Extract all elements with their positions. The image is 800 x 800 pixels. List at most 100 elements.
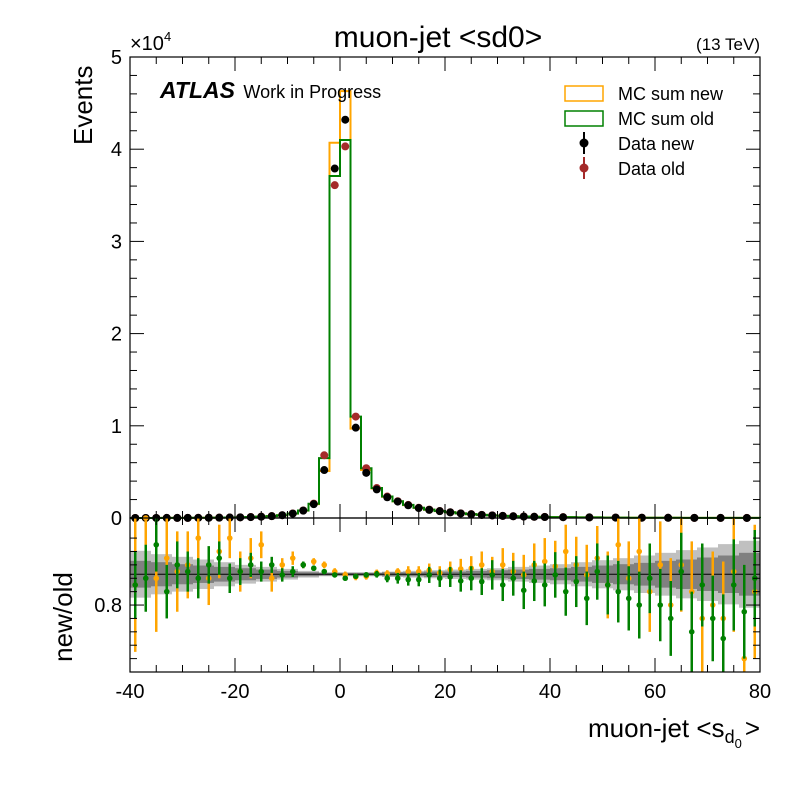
y-axis-label-top: Events	[68, 66, 98, 146]
data-new-point-17	[309, 500, 318, 509]
x-axis-label-sub: d	[725, 727, 735, 747]
ratio-data-point-21	[352, 573, 359, 580]
ratio-mc-point-18	[321, 562, 328, 568]
ratio-data-point-32	[468, 575, 475, 582]
ratio-data-point-19	[331, 572, 338, 578]
ratio-data-point-30	[447, 574, 454, 580]
atlas-label-sub: Work in Progress	[243, 82, 381, 102]
legend-label-0: MC sum new	[618, 84, 724, 104]
x-tick-label-60: 60	[644, 681, 666, 703]
ratio-mc-point-14	[279, 562, 286, 568]
ratio-data-point-7	[205, 562, 212, 568]
ratio-panel: -40 -20 0 20 40 60 80 0.8	[94, 515, 771, 703]
ratio-data-point-43	[583, 595, 590, 602]
ratio-data-point-52	[678, 568, 685, 575]
legend-swatch-1	[564, 110, 604, 127]
data-new-point-36	[509, 512, 518, 521]
ratio-mc-point-9	[226, 535, 233, 541]
ratio-data-point-53	[688, 629, 695, 635]
ratio-mc-point-12	[258, 541, 265, 548]
ratio-data-point-44	[594, 568, 601, 575]
ratio-data-point-33	[478, 578, 485, 585]
ratio-mc-point-31	[457, 566, 464, 572]
ratio-data-point-38	[531, 578, 538, 584]
y-tick-label-4: 4	[111, 139, 122, 161]
x-axis-label-end: >	[745, 713, 760, 743]
ratio-mc-point-39	[541, 558, 548, 565]
ratio-data-point-15	[289, 568, 296, 575]
ratio-data-point-51	[667, 615, 674, 622]
y-tick-label-2: 2	[111, 324, 122, 346]
ratio-data-point-18	[321, 568, 328, 575]
x-axis-label: muon-jet <sd0>	[588, 713, 760, 751]
ratio-data-point-17	[310, 565, 317, 572]
ratio-data-point-16	[300, 562, 307, 568]
legend-label-1: MC sum old	[618, 109, 714, 129]
ratio-data-point-8	[216, 555, 223, 561]
ratio-data-point-40	[552, 572, 559, 578]
ratio-data-point-48	[636, 602, 643, 608]
legend: MC sum new MC sum old Data new Data old	[564, 84, 724, 179]
ratio-data-point-6	[195, 575, 202, 582]
data-new-point-15	[288, 509, 297, 518]
ratio-data-point-34	[489, 572, 496, 578]
ratio-mc-point-46	[615, 541, 622, 548]
data-new-point-23	[372, 485, 381, 494]
data-new-point-14	[278, 511, 287, 520]
ratio-mc-point-41	[562, 548, 569, 555]
ratio-data-point-58	[741, 608, 748, 615]
x-tick-label-20: 20	[434, 681, 456, 703]
ratio-data-point-49	[646, 575, 653, 582]
data-new-point-26	[404, 501, 413, 510]
ratio-data-point-22	[363, 572, 370, 578]
ratio-data-point-4	[174, 562, 181, 568]
ratio-data-point-11	[247, 562, 254, 568]
ratio-data-point-35	[499, 582, 506, 588]
ratio-mc-point-17	[310, 558, 317, 565]
data-new-point-19	[330, 164, 339, 173]
ratio-data-point-42	[573, 578, 580, 585]
data-new-point-28	[425, 505, 434, 514]
ratio-data-point-37	[520, 587, 527, 594]
main-axis-ticks: 0 1 2 3 4 5	[111, 47, 761, 530]
y-multiplier-base: ×10	[130, 33, 164, 55]
ratio-data-point-23	[373, 571, 380, 578]
data-new-point-35	[498, 511, 507, 520]
data-new-point-16	[299, 506, 308, 515]
x-tick-label-40: 40	[539, 681, 561, 703]
data-new-point-31	[456, 509, 465, 518]
x-tick-label-0: 0	[334, 681, 345, 703]
data-new-point-21	[351, 423, 360, 432]
ratio-data-point-57	[730, 582, 737, 588]
ratio-data-point-47	[625, 595, 632, 602]
ratio-data-point-26	[405, 576, 412, 583]
ratio-axis-ticks: -40 -20 0 20 40 60 80 0.8	[94, 518, 771, 703]
ratio-points	[132, 515, 758, 672]
data-new-point-11	[246, 513, 255, 522]
ratio-mc-point-3	[163, 555, 170, 561]
ratio-data-point-25	[394, 575, 401, 582]
legend-marker-2	[579, 138, 589, 148]
ratio-data-point-0	[132, 582, 139, 588]
ratio-data-point-1	[142, 575, 149, 582]
ratio-data-point-41	[562, 588, 569, 595]
x-axis-label-subsub: 0	[735, 736, 742, 751]
ratio-mc-point-13	[268, 575, 275, 582]
ratio-data-point-31	[457, 578, 464, 584]
y-tick-label-3: 3	[111, 231, 122, 253]
data-new-point-13	[267, 512, 276, 521]
ratio-data-point-2	[153, 541, 160, 548]
ratio-data-point-54	[699, 582, 706, 588]
y-tick-label-5: 5	[111, 47, 122, 69]
legend-label-3: Data old	[618, 159, 685, 179]
ratio-mc-point-2	[153, 575, 160, 582]
x-tick-label--40: -40	[116, 681, 145, 703]
y-tick-label-0: 0	[111, 508, 122, 530]
data-new-point-29	[435, 507, 444, 516]
ratio-data-point-5	[184, 568, 191, 575]
energy-label: (13 TeV)	[696, 35, 760, 54]
data-old-point-20	[341, 142, 350, 151]
data-new-point-40	[559, 513, 568, 522]
ratio-data-point-13	[268, 562, 275, 568]
ratio-data-point-27	[415, 576, 422, 583]
